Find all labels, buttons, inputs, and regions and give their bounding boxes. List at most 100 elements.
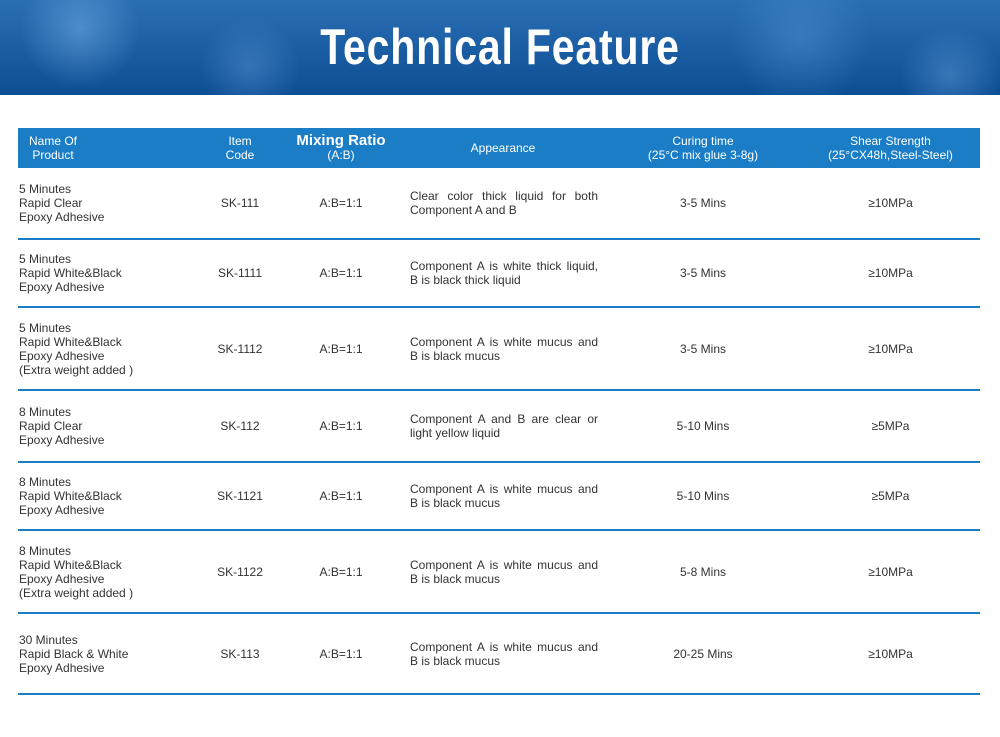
curing-time: 5-10 Mins	[633, 463, 773, 529]
item-code: SK-1112	[190, 308, 290, 389]
product-name-line: Rapid White&Black	[19, 266, 122, 280]
appearance: Component A is white mucus and B is blac…	[410, 463, 598, 529]
shear-strength: ≥10MPa	[818, 240, 963, 306]
product-name-line: 5 Minutes	[19, 182, 72, 196]
shear-strength: ≥10MPa	[818, 614, 963, 693]
appearance: Clear color thick liquid for both Compon…	[410, 168, 598, 238]
appearance: Component A is white thick liquid, B is …	[410, 240, 598, 306]
table-row: 8 Minutes Rapid Clear Epoxy Adhesive SK-11…	[18, 391, 980, 463]
mixing-ratio: A:B=1:1	[291, 308, 391, 389]
item-code-text: SK-1111	[217, 266, 263, 280]
appearance-text: Component A and B are clear or light yel…	[410, 412, 598, 440]
product-name-line: Epoxy Adhesive	[19, 348, 105, 363]
header-shear: Shear Strength (25°CX48h,Steel-Steel)	[813, 128, 968, 168]
item-code: SK-1111	[190, 240, 290, 306]
header-text: (25°C mix glue 3-8g)	[647, 148, 759, 162]
appearance-text: Component A is white mucus and B is blac…	[410, 334, 598, 363]
curing-time: 3-5 Mins	[633, 240, 773, 306]
item-code-text: SK-1121	[217, 489, 263, 503]
header-text: Name Of	[28, 134, 77, 148]
product-name-line: Epoxy Adhesive	[19, 210, 105, 224]
header-text: (25°CX48h,Steel-Steel)	[828, 148, 953, 162]
curing-time-text: 5-8 Mins	[679, 564, 726, 579]
shear-strength-text: ≥10MPa	[868, 646, 913, 661]
curing-time: 3-5 Mins	[633, 168, 773, 238]
table-row: 5 Minutes Rapid Clear Epoxy Adhesive SK-11…	[18, 168, 980, 240]
product-name: 8 Minutes Rapid Clear Epoxy Adhesive	[19, 391, 199, 461]
item-code-text: SK-111	[220, 196, 260, 210]
product-name-line: Rapid Black & White	[19, 646, 129, 661]
curing-time: 5-8 Mins	[633, 531, 773, 612]
curing-time-text: 3-5 Mins	[679, 266, 726, 280]
mixing-ratio: A:B=1:1	[291, 614, 391, 693]
mixing-ratio-text: A:B=1:1	[319, 196, 363, 210]
product-name-line: 8 Minutes	[19, 543, 72, 558]
item-code-text: SK-1112	[217, 341, 263, 356]
appearance: Component A is white mucus and B is blac…	[410, 531, 598, 612]
table-row: 30 Minutes Rapid Black & White Epoxy Adhes…	[18, 614, 980, 695]
product-name-line: Rapid White&Black	[19, 489, 122, 503]
product-name-line: 8 Minutes	[19, 475, 72, 489]
product-name: 30 Minutes Rapid Black & White Epoxy Adhes…	[19, 614, 199, 693]
shear-strength-text: ≥10MPa	[868, 564, 913, 579]
header-text: Code	[225, 148, 255, 162]
product-name: 8 Minutes Rapid White&Black Epoxy Adhesive…	[19, 531, 199, 612]
shear-strength: ≥5MPa	[818, 391, 963, 461]
shear-strength-text: ≥10MPa	[868, 196, 913, 210]
product-name-line: 5 Minutes	[19, 320, 72, 335]
appearance-text: Component A is white mucus and B is blac…	[410, 639, 598, 668]
product-name-line: Epoxy Adhesive	[19, 433, 105, 447]
product-name-line: Rapid White&Black	[19, 334, 122, 349]
mixing-ratio-text: A:B=1:1	[319, 419, 363, 433]
product-name-line: 30 Minutes	[19, 632, 78, 647]
header-text: Shear Strength	[850, 134, 931, 148]
curing-time: 3-5 Mins	[633, 308, 773, 389]
appearance-text: Component A is white mucus and B is blac…	[410, 557, 598, 586]
appearance-text: Component A is white mucus and B is blac…	[410, 482, 598, 510]
mixing-ratio-text: A:B=1:1	[319, 266, 363, 280]
product-name-line: Epoxy Adhesive	[19, 660, 105, 675]
product-name-line: Rapid Clear	[19, 196, 83, 210]
mixing-ratio-text: A:B=1:1	[319, 489, 363, 503]
mixing-ratio: A:B=1:1	[291, 463, 391, 529]
item-code: SK-1122	[190, 531, 290, 612]
appearance-text: Clear color thick liquid for both Compon…	[410, 189, 598, 217]
banner: Technical Feature	[0, 0, 1000, 95]
curing-time-text: 20-25 Mins	[673, 646, 733, 661]
curing-time-text: 5-10 Mins	[676, 419, 730, 433]
product-name-line: (Extra weight added )	[19, 585, 134, 600]
product-name-line: (Extra weight added )	[19, 362, 134, 377]
header-name: Name Of Product	[18, 128, 88, 168]
table-header: Name Of Product Item Code Mixing Ratio (A:B…	[18, 128, 980, 168]
header-appearance: Appearance	[438, 128, 568, 168]
header-text: Item	[228, 134, 252, 148]
header-text: Appearance	[470, 141, 536, 155]
shear-strength-text: ≥5MPa	[871, 489, 910, 503]
mixing-ratio: A:B=1:1	[291, 168, 391, 238]
product-name-line: Epoxy Adhesive	[19, 571, 105, 586]
mixing-ratio: A:B=1:1	[291, 240, 391, 306]
mixing-ratio-text: A:B=1:1	[319, 646, 363, 661]
mixing-ratio-text: A:B=1:1	[319, 564, 363, 579]
shear-strength-text: ≥10MPa	[868, 341, 913, 356]
curing-time: 5-10 Mins	[633, 391, 773, 461]
item-code: SK-112	[190, 391, 290, 461]
table-row: 5 Minutes Rapid White&Black Epoxy Adhesive…	[18, 308, 980, 391]
header-text: (A:B)	[327, 148, 355, 162]
shear-strength: ≥10MPa	[818, 168, 963, 238]
table-row: 5 Minutes Rapid White&Black Epoxy Adhesive…	[18, 240, 980, 308]
item-code-text: SK-112	[220, 419, 260, 433]
product-name-line: Epoxy Adhesive	[19, 503, 105, 517]
header-code: Item Code	[190, 128, 290, 168]
curing-time-text: 5-10 Mins	[676, 489, 730, 503]
appearance: Component A and B are clear or light yel…	[410, 391, 598, 461]
item-code-text: SK-1122	[217, 564, 263, 579]
header-text: Curing time	[672, 134, 734, 148]
page-title: Technical Feature	[320, 19, 680, 75]
product-name-line: Rapid Clear	[19, 419, 83, 433]
product-name-line: 5 Minutes	[19, 252, 72, 266]
shear-strength: ≥10MPa	[818, 531, 963, 612]
shear-strength: ≥10MPa	[818, 308, 963, 389]
table-row: 8 Minutes Rapid White&Black Epoxy Adhesive…	[18, 531, 980, 614]
item-code: SK-113	[190, 614, 290, 693]
